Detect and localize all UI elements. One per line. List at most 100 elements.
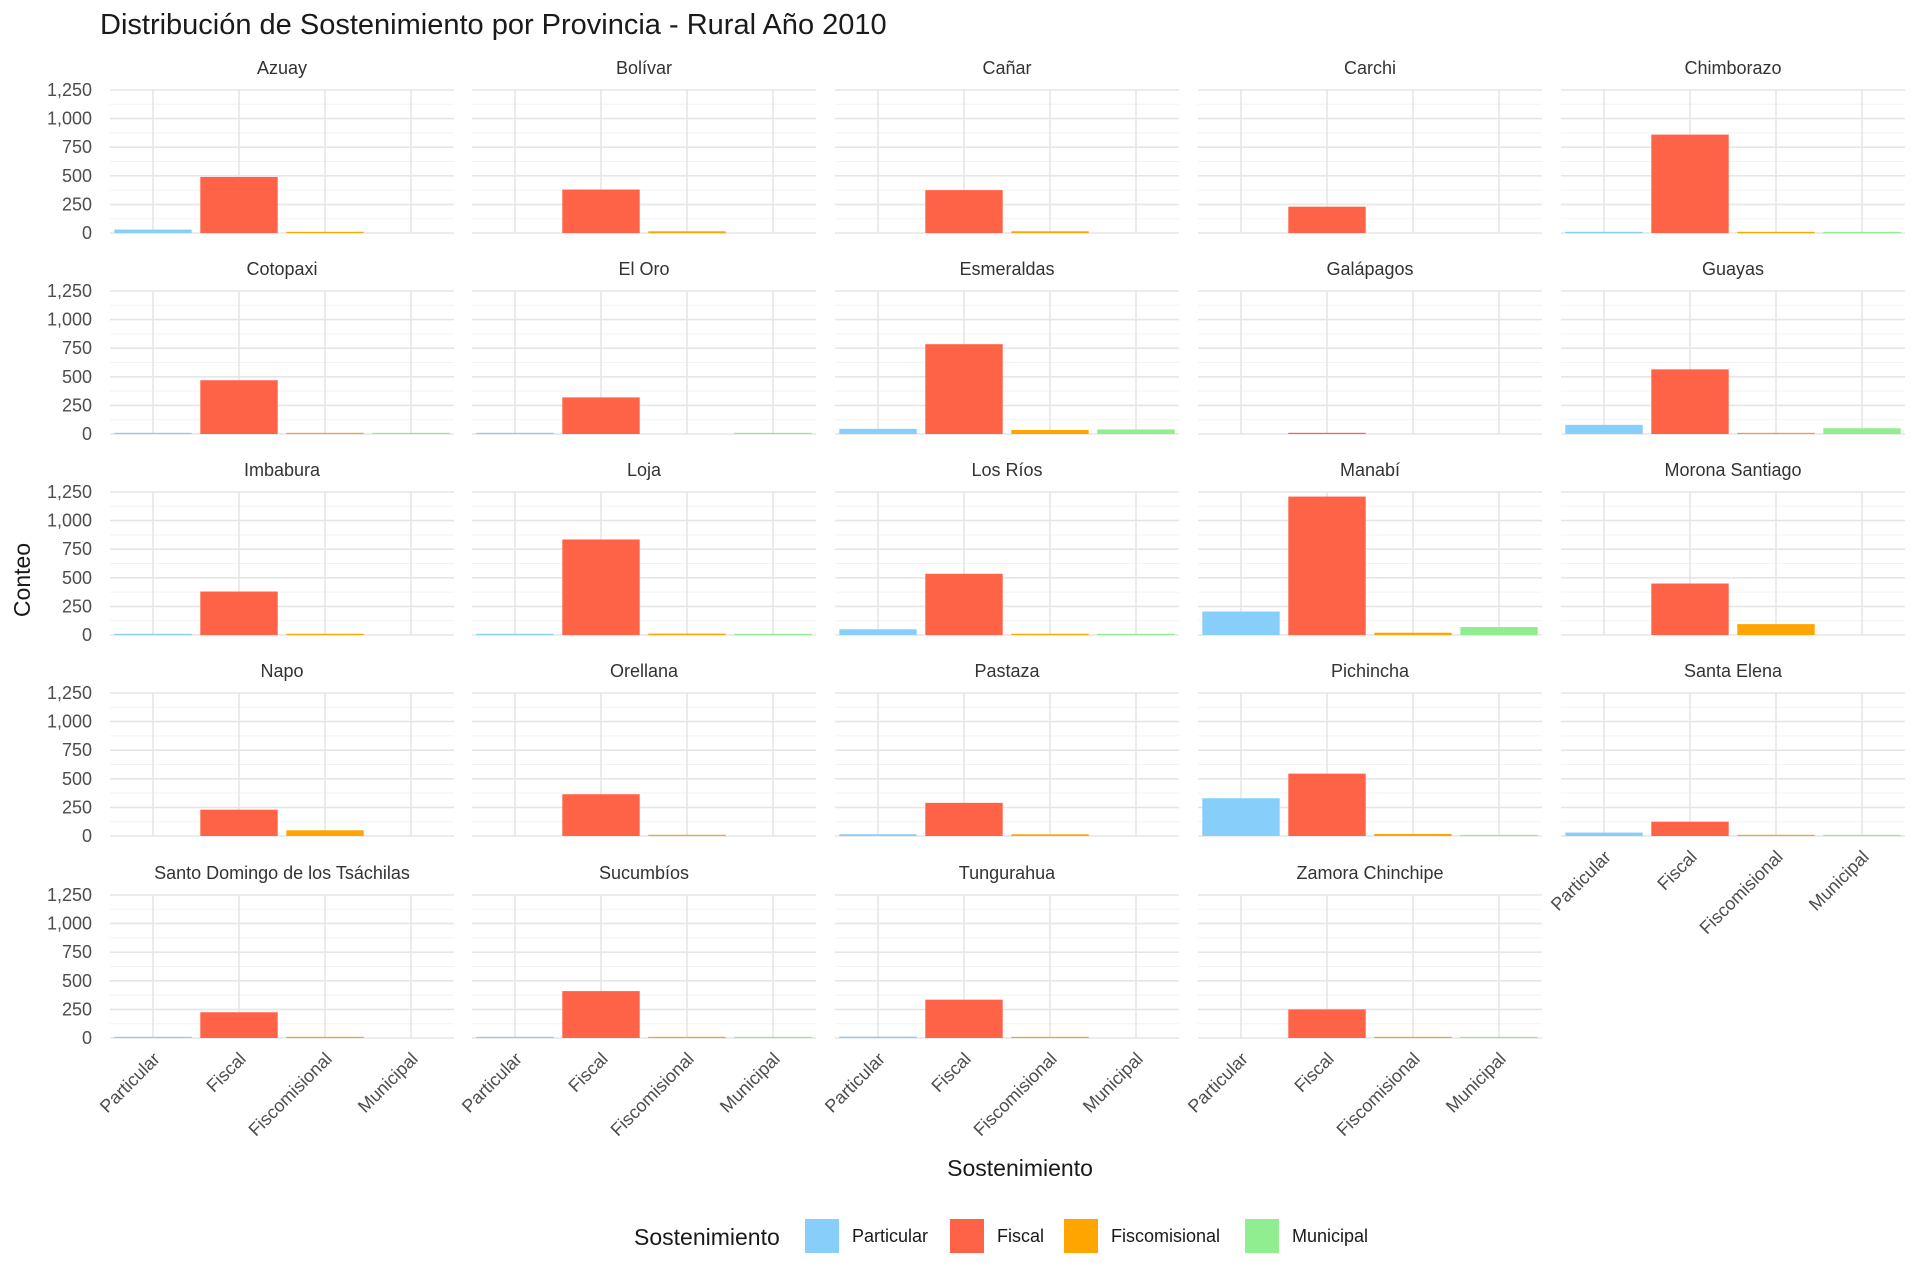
y-tick-label: 500	[62, 971, 92, 991]
panel-guayas: Guayas	[1561, 259, 1905, 435]
x-tick-label: Fiscal	[202, 1049, 249, 1096]
bar-fiscomisional	[1011, 1036, 1089, 1038]
panel-los-rios: Los Ríos	[835, 460, 1179, 636]
bar-municipal	[1823, 834, 1901, 836]
bar-particular	[1202, 798, 1280, 836]
panel-title: Sucumbíos	[599, 863, 689, 883]
y-tick-label: 1,000	[47, 310, 92, 330]
bar-particular	[114, 1036, 192, 1038]
bar-municipal	[1460, 626, 1538, 635]
bar-municipal	[1823, 231, 1901, 233]
panel-title: Imbabura	[244, 460, 321, 480]
x-tick-label: Fiscomisional	[1696, 847, 1787, 938]
bar-fiscal	[925, 999, 1003, 1038]
x-tick-label: Fiscal	[564, 1049, 611, 1096]
panel-title: Pichincha	[1331, 661, 1410, 681]
bar-particular	[476, 432, 554, 434]
bar-particular	[476, 1036, 554, 1038]
bar-fiscal	[200, 176, 278, 233]
bar-fiscal	[562, 189, 640, 233]
panel-title: Carchi	[1344, 58, 1396, 78]
y-tick-label: 250	[62, 194, 92, 214]
panel-title: Los Ríos	[971, 460, 1042, 480]
legend: Sostenimiento Particular Fiscal Fiscomisio…	[634, 1219, 1368, 1253]
bar-fiscal	[1288, 206, 1366, 233]
panel-bolivar: Bolívar	[472, 58, 816, 234]
bar-fiscomisional	[286, 231, 364, 233]
bar-fiscomisional	[286, 633, 364, 635]
bar-municipal	[1097, 429, 1175, 434]
bar-fiscomisional	[648, 834, 726, 836]
panel-pichincha: Pichincha	[1198, 661, 1542, 837]
bar-fiscal	[1288, 1009, 1366, 1038]
y-tick-label: 1,000	[47, 511, 92, 531]
bar-particular	[1565, 231, 1643, 233]
legend-item-fiscomisional: Fiscomisional	[1064, 1219, 1220, 1253]
bar-fiscal	[562, 794, 640, 836]
bar-fiscal	[1288, 496, 1366, 635]
bar-fiscal	[925, 573, 1003, 635]
y-tick-label: 750	[62, 740, 92, 760]
legend-swatch	[1064, 1219, 1098, 1253]
bar-municipal	[734, 432, 812, 434]
panel-title: Chimborazo	[1684, 58, 1781, 78]
bar-particular	[114, 229, 192, 233]
bar-particular	[114, 432, 192, 434]
y-tick-label: 0	[82, 826, 92, 846]
panel-galapagos: Galápagos	[1198, 259, 1542, 435]
panel-title: Esmeraldas	[959, 259, 1054, 279]
bar-fiscomisional	[1737, 231, 1815, 233]
y-tick-label: 250	[62, 797, 92, 817]
x-tick-label: Municipal	[1079, 1049, 1147, 1117]
panel-title: Cañar	[982, 58, 1031, 78]
y-tick-label: 1,000	[47, 712, 92, 732]
bar-municipal	[734, 633, 812, 635]
panel-canar: Cañar	[835, 58, 1179, 234]
bar-municipal	[1097, 633, 1175, 635]
y-tick-label: 500	[62, 769, 92, 789]
bar-fiscomisional	[1011, 834, 1089, 836]
x-tick-label: Municipal	[716, 1049, 784, 1117]
bar-fiscomisional	[1011, 429, 1089, 434]
bar-fiscomisional	[1011, 633, 1089, 635]
x-axis-title: Sostenimiento	[947, 1155, 1093, 1181]
bar-fiscomisional	[648, 1036, 726, 1038]
panel-title: Zamora Chinchipe	[1296, 863, 1443, 883]
panel-title: Azuay	[257, 58, 307, 78]
x-tick-label: Particular	[821, 1049, 889, 1117]
bar-municipal	[734, 1036, 812, 1038]
legend-item-municipal: Municipal	[1245, 1219, 1368, 1253]
x-tick-label: Fiscomisional	[970, 1049, 1061, 1140]
y-tick-label: 500	[62, 367, 92, 387]
bar-fiscomisional	[1374, 833, 1452, 836]
y-tick-label: 1,250	[47, 80, 92, 100]
panels: Azuay 0 250 500 750 1,000 1,250 Bolívar Cañar Car…	[47, 58, 1905, 1140]
x-tick-label: Fiscomisional	[245, 1049, 336, 1140]
bar-fiscomisional	[1374, 1036, 1452, 1038]
bar-fiscal	[925, 190, 1003, 233]
panel-loja: Loja	[472, 460, 816, 636]
y-tick-label: 0	[82, 625, 92, 645]
panel-napo: Napo 0 250 500 750 1,000 1,250	[47, 661, 454, 846]
legend-label: Fiscomisional	[1111, 1226, 1220, 1246]
panel-esmeraldas: Esmeraldas	[835, 259, 1179, 435]
bar-fiscal	[200, 809, 278, 836]
y-tick-label: 0	[82, 1028, 92, 1048]
legend-label: Fiscal	[997, 1226, 1044, 1246]
legend-swatch	[805, 1219, 839, 1253]
bar-fiscomisional	[286, 432, 364, 434]
bar-fiscomisional	[1737, 624, 1815, 635]
bar-fiscal	[1651, 821, 1729, 836]
y-tick-label: 250	[62, 395, 92, 415]
y-axis-title: Conteo	[9, 543, 35, 617]
panel-pastaza: Pastaza	[835, 661, 1179, 837]
y-tick-label: 500	[62, 568, 92, 588]
x-tick-label: Fiscomisional	[1333, 1049, 1424, 1140]
y-tick-label: 250	[62, 999, 92, 1019]
panel-el-oro: El Oro	[472, 259, 816, 435]
panel-title: Loja	[627, 460, 662, 480]
